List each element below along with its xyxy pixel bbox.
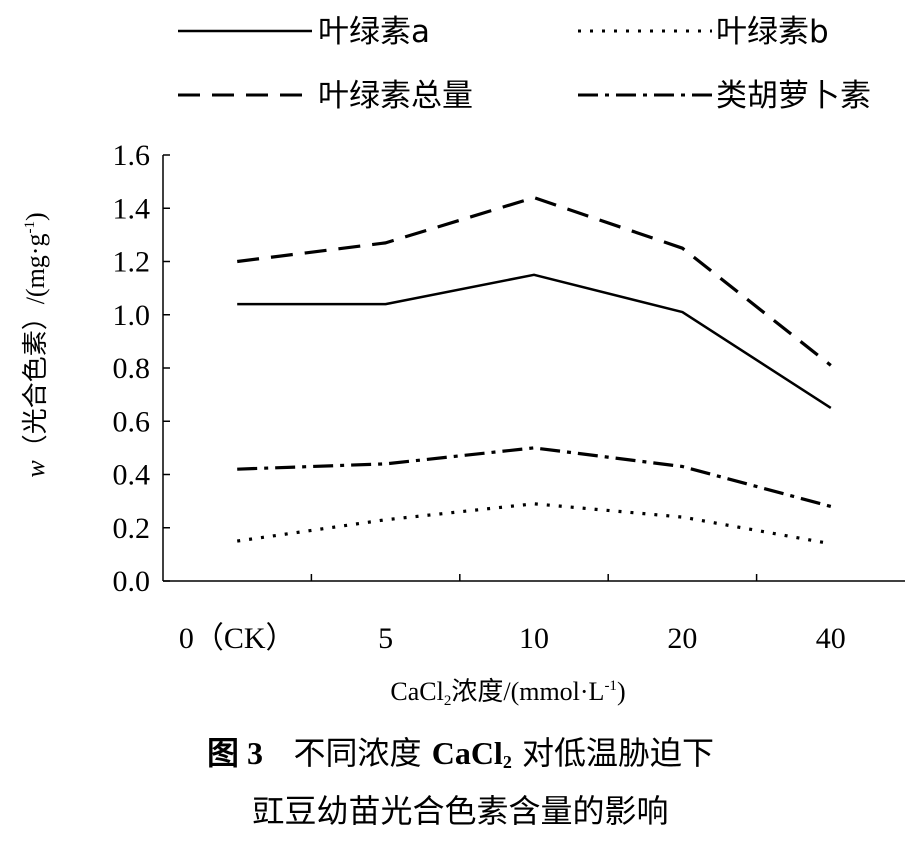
y-tick-label: 0.0 xyxy=(113,565,151,598)
series-line xyxy=(237,273,832,409)
series-lines xyxy=(236,196,832,546)
legend-label: 叶绿素总量 xyxy=(318,78,473,114)
line-chart: 叶绿素a 叶绿素b 叶绿素总量 类胡萝卜素 0.0 0.2 0.4 0.6 0.8 1.0 1.2… xyxy=(21,14,905,709)
legend-label: 叶绿素a xyxy=(318,14,430,50)
x-tick-label: 40 xyxy=(816,622,846,655)
figure-number: 图 3 xyxy=(206,735,263,771)
y-tick-label: 1.6 xyxy=(113,139,151,172)
axis-labels: CaCl2浓度/(mmol·L-1) w（光合色素）/(mg·g-1) xyxy=(21,212,626,709)
caption-text-b: 对低温胁迫下 xyxy=(511,734,714,772)
x-tick-label: 0（CK） xyxy=(179,622,296,655)
x-tick-label: 5 xyxy=(378,622,393,655)
axes: 0.0 0.2 0.4 0.6 0.8 1.0 1.2 1.4 1.6 0（CK） 5 10 20 40 xyxy=(113,139,905,655)
caption-chem-subscript: 2 xyxy=(502,752,512,772)
y-tick-label: 0.6 xyxy=(113,405,151,438)
legend: 叶绿素a 叶绿素b 叶绿素总量 类胡萝卜素 xyxy=(178,14,871,114)
y-tick-label: 1.4 xyxy=(113,192,151,225)
legend-label: 叶绿素b xyxy=(716,14,829,50)
series-line xyxy=(237,446,832,508)
figure-caption-line-2: 豇豆幼苗光合色素含量的影响 xyxy=(252,792,669,830)
y-tick-label: 1.0 xyxy=(113,299,151,332)
x-axis-label: CaCl2浓度/(mmol·L-1) xyxy=(390,677,625,709)
y-tick-label: 1.2 xyxy=(113,246,151,279)
y-tick-label: 0.4 xyxy=(113,459,151,492)
figure-caption-line-1: 图 3 不同浓度 CaCl2 对低温胁迫下 xyxy=(0,728,921,774)
x-tick-label: 20 xyxy=(667,622,697,655)
legend-label: 类胡萝卜素 xyxy=(716,78,871,114)
series-line xyxy=(236,502,832,546)
caption-text-a: 不同浓度 xyxy=(293,734,432,772)
caption-chem: CaCl xyxy=(431,735,503,771)
y-axis-label: w（光合色素）/(mg·g-1) xyxy=(21,212,50,477)
series-line xyxy=(237,196,832,367)
x-tick-label: 10 xyxy=(519,622,549,655)
y-tick-label: 0.2 xyxy=(113,512,151,545)
y-tick-label: 0.8 xyxy=(113,352,151,385)
